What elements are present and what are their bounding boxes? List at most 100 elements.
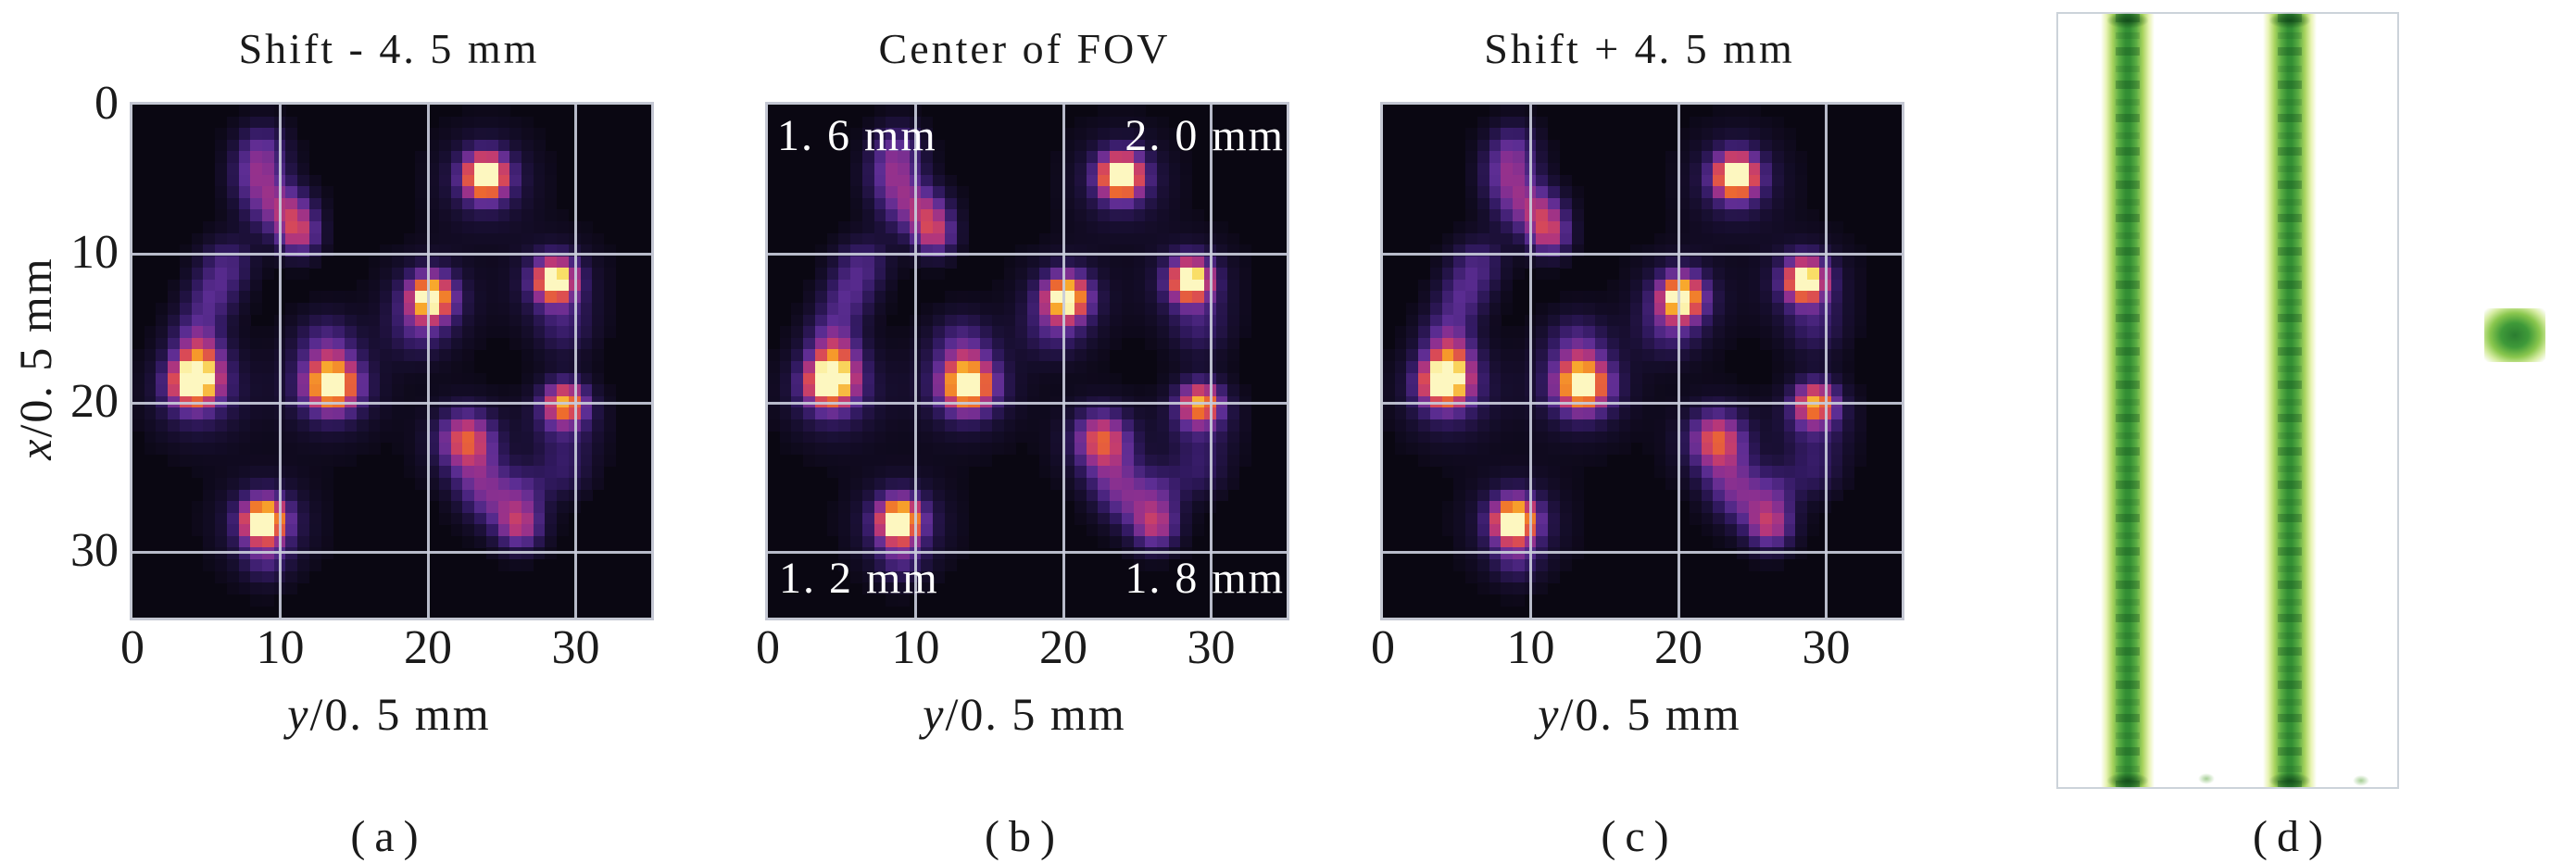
heat-pixel [1418,454,1431,467]
heat-pixel [1559,220,1572,233]
heat-pixel [1713,372,1726,385]
heat-pixel [1807,419,1820,432]
heat-pixel [403,268,416,281]
heat-pixel [850,139,863,152]
heat-pixel [1062,443,1075,455]
heat-pixel [1074,477,1087,490]
heat-pixel [1453,232,1466,245]
heat-pixel [886,220,898,233]
heat-pixel [1121,314,1134,327]
heat-pixel [1501,139,1514,152]
heat-pixel [1830,443,1843,455]
heat-pixel [1027,337,1040,350]
heat-pixel [1110,443,1123,455]
heat-pixel [1548,174,1561,187]
heat-pixel [933,220,946,233]
heat-pixel [1133,151,1146,164]
heat-pixel [1701,512,1714,525]
heat-pixel [1110,419,1123,432]
heat-pixel [791,361,804,373]
heat-pixel [1027,349,1040,362]
heat-pixel [850,372,863,385]
heat-pixel [521,443,534,455]
heat-pixel [1725,419,1738,432]
heat-pixel [886,524,898,537]
heat-pixel [415,384,428,397]
heat-pixel [415,186,428,198]
y-tick-label: 0 [94,77,119,130]
heat-pixel [1571,547,1584,560]
heat-pixel [403,349,416,362]
heat-pixel [427,268,440,281]
heat-pixel [320,454,333,467]
heat-pixel [485,443,498,455]
heat-pixel [262,326,275,339]
heat-pixel [474,291,487,304]
heat-pixel [1110,268,1123,281]
heat-pixel [1536,489,1549,502]
heat-pixel [215,314,228,327]
heat-pixel [814,431,827,444]
heat-pixel [297,268,310,281]
heat-pixel [1192,443,1205,455]
heat-pixel [392,337,405,350]
heat-pixel [1062,174,1075,187]
heat-pixel [356,279,369,292]
heat-pixel [521,326,534,339]
heat-pixel [861,419,874,432]
heat-pixel [1157,116,1170,129]
heat-pixel [1760,535,1773,548]
heat-pixel [250,361,263,373]
heat-pixel [1830,220,1843,233]
heat-pixel [1713,454,1726,467]
heat-pixel [1595,431,1608,444]
heat-pixel [368,384,381,397]
heat-pixel [450,524,463,537]
heat-pixel [768,419,781,432]
heat-pixel [1227,337,1240,350]
heat-pixel [1441,291,1454,304]
heat-pixel [850,268,863,281]
heat-pixel [921,524,934,537]
heat-pixel [791,303,804,315]
heat-pixel [814,361,827,373]
heat-pixel [545,384,558,397]
heat-pixel [521,116,534,129]
heat-pixel [557,220,570,233]
heat-pixel [1665,162,1678,175]
heat-pixel [1689,431,1702,444]
heat-pixel [1501,570,1514,583]
heat-pixel [933,337,946,350]
heat-pixel [1133,116,1146,129]
heat-pixel [1501,489,1514,502]
heat-pixel [1748,128,1761,141]
heat-pixel [1678,268,1690,281]
heat-pixel [991,361,1004,373]
heat-pixel [450,443,463,455]
heat-pixel [1583,326,1596,339]
heat-pixel [1678,279,1690,292]
heat-pixel [850,162,863,175]
heat-pixel [1760,128,1773,141]
heat-pixel [1713,186,1726,198]
heat-pixel [1795,279,1808,292]
heat-pixel [1394,349,1407,362]
heat-pixel [898,454,911,467]
heat-pixel [1145,559,1158,571]
heat-pixel [980,372,993,385]
heat-pixel [215,349,228,362]
heat-pixel [521,454,534,467]
heat-pixel [1689,489,1702,502]
heat-pixel [462,128,475,141]
heat-pixel [320,186,333,198]
heat-pixel [1736,524,1749,537]
heat-pixel [1145,384,1158,397]
heat-pixel [968,384,981,397]
heat-pixel [1678,443,1690,455]
heat-pixel [533,443,546,455]
heat-pixel [1168,279,1181,292]
heat-pixel [226,489,239,502]
heat-pixel [1489,128,1502,141]
heat-pixel [297,501,310,513]
heat-pixel [791,431,804,444]
